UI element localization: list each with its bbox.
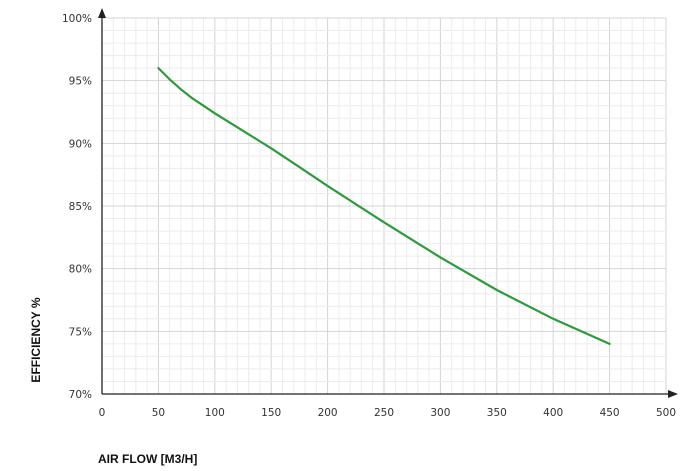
x-axis-title: AIR FLOW [M3/H] [98, 452, 197, 466]
x-tick-label: 300 [430, 407, 450, 419]
x-tick-label: 350 [487, 407, 507, 419]
y-tick-label: 90% [69, 138, 92, 150]
x-tick-label: 500 [656, 407, 676, 419]
x-tick-label: 150 [261, 407, 281, 419]
series-line-1 [157, 67, 611, 345]
x-tick-label: 0 [99, 407, 106, 419]
x-tick-label: 250 [374, 407, 394, 419]
grid [102, 17, 667, 394]
x-tick-label: 200 [318, 407, 338, 419]
y-axis-title: EFFICIENCY % [29, 297, 43, 382]
series-layer [157, 67, 611, 345]
x-tick-label: 400 [543, 407, 563, 419]
y-tick-label: 80% [69, 264, 92, 276]
y-axis-arrow [98, 8, 106, 18]
y-tick-label: 100% [62, 13, 92, 25]
x-tick-label: 100 [205, 407, 225, 419]
x-axis-arrow [668, 390, 678, 398]
axes [98, 8, 678, 398]
tick-labels: 0 50 100 150 200 250 300 350 400 450 500 70% 75% 80% 8… [62, 13, 676, 419]
y-tick-label: 85% [69, 201, 92, 213]
y-tick-label: 70% [69, 389, 92, 401]
y-tick-label: 75% [69, 326, 92, 338]
y-tick-label: 95% [69, 76, 92, 88]
x-tick-label: 50 [152, 407, 165, 419]
x-tick-label: 450 [600, 407, 620, 419]
